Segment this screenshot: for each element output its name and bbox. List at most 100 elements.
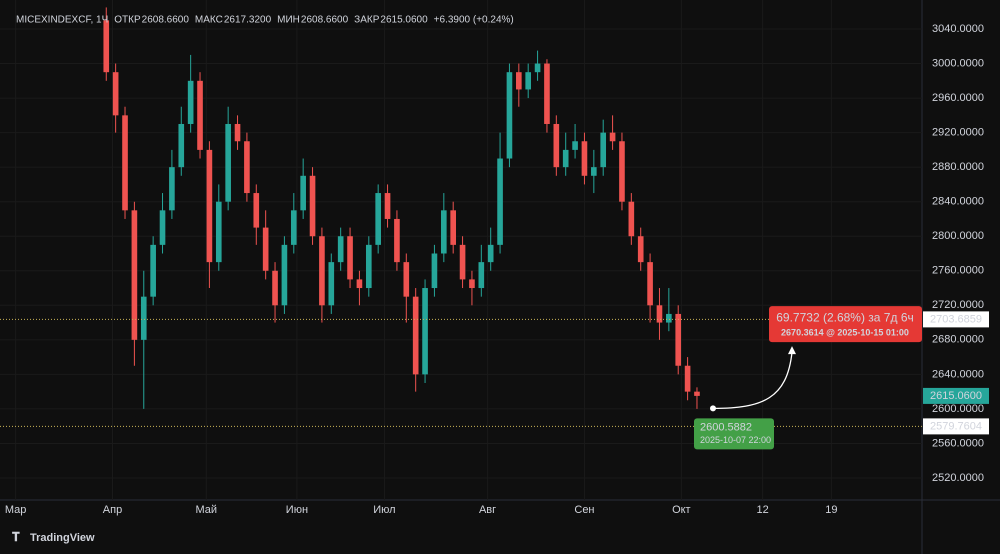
candle-body (544, 63, 550, 124)
x-tick-label: Апр (103, 504, 122, 516)
arrow-head (788, 346, 796, 355)
candle-body (197, 80, 203, 150)
y-tick-label: 2520.0000 (932, 472, 984, 484)
y-tick-label: 2960.0000 (932, 92, 984, 104)
x-tick-label: Сен (574, 504, 594, 516)
to-box (769, 306, 922, 343)
candle-body (562, 149, 569, 168)
x-tick-label: Авг (479, 504, 496, 516)
candle-body (675, 313, 682, 366)
candle-body (112, 72, 119, 116)
x-tick-label: 19 (825, 504, 837, 516)
candle-body (628, 201, 635, 237)
candle-body (253, 193, 260, 228)
candle-body (506, 72, 513, 159)
candle-body (140, 296, 147, 340)
candle-body (244, 141, 250, 194)
candle-body (553, 123, 560, 168)
candle-body (469, 279, 475, 289)
y-tick-label: 2760.0000 (932, 265, 984, 277)
y-tick-label: 2720.0000 (932, 299, 984, 311)
candle-body (328, 262, 335, 306)
price-tag (923, 311, 989, 328)
from-value: 2600.5882 (700, 421, 752, 433)
candle-body (122, 115, 128, 211)
x-tick-label: Май (195, 504, 217, 516)
candle-body (309, 175, 316, 237)
from-time: 2025-10-07 22:00 (700, 435, 771, 445)
candle-body (619, 141, 625, 202)
candle-body (694, 391, 700, 396)
y-tick-label: 2840.0000 (932, 196, 984, 208)
candle-body (478, 262, 485, 289)
candle-body (403, 262, 410, 297)
candle-body (215, 201, 222, 263)
candle-body (375, 193, 381, 245)
y-tick-label: 2920.0000 (932, 127, 984, 139)
candle-body (394, 218, 400, 263)
candle-body (234, 123, 241, 142)
candle-body (609, 132, 616, 142)
candle-body (187, 80, 194, 124)
x-tick-label: 12 (756, 504, 768, 516)
candle-body (440, 210, 447, 254)
candle-body (450, 210, 456, 245)
candle-body (159, 210, 166, 245)
candle-body (581, 141, 588, 176)
candle-body (656, 305, 663, 323)
candle-body (290, 210, 297, 245)
candle-body (337, 236, 344, 263)
to-change: 69.7732 (2.68%) за 7д 6ч (776, 310, 914, 324)
x-tick-label: Июн (286, 504, 308, 516)
y-tick-label: 3000.0000 (932, 57, 984, 69)
candle-body (319, 236, 325, 306)
header-high: 2617.3200 (224, 15, 272, 26)
candle-body (684, 365, 691, 392)
candle-body (431, 253, 438, 289)
to-label: 2670.3614 @ 2025-10-15 01:00 (781, 328, 909, 338)
x-tick-label: Мар (5, 504, 27, 516)
x-tick-label: Окт (672, 504, 691, 516)
header-close: 2615.0600 (380, 15, 428, 26)
candle-body (516, 72, 522, 90)
y-tick-label: 3040.0000 (932, 23, 984, 35)
candle-body (103, 20, 110, 73)
candle-body (384, 193, 391, 219)
candle-body (534, 63, 541, 73)
price-tag-text: 2703.6859 (930, 313, 982, 325)
projection-start (710, 405, 716, 412)
header-open-label: ОТКР (114, 15, 141, 26)
y-tick-label: 2680.0000 (932, 334, 984, 346)
candle-body (487, 244, 494, 263)
y-tick-label: 2800.0000 (932, 230, 984, 242)
header-open: 2608.6600 (142, 15, 190, 26)
x-tick-label: Июл (373, 504, 395, 516)
header-symbol: MICEXINDEXCF, 1Ч (16, 15, 108, 26)
candle-body (356, 279, 363, 289)
candle-body (272, 270, 278, 306)
candle-body (422, 288, 428, 375)
projection-arrow (712, 352, 793, 410)
last-price-text: 2615.0600 (930, 390, 982, 402)
candle-body (647, 262, 653, 306)
price-tag-text: 2579.7604 (930, 420, 982, 432)
candle-body (497, 158, 503, 245)
brand-logo: 𝐓 (12, 530, 20, 544)
candle-body (600, 132, 607, 168)
price-tag (923, 418, 989, 435)
candle-body (262, 227, 269, 271)
candle-body (459, 244, 466, 280)
candle-body (281, 244, 288, 306)
candle-body (347, 236, 353, 280)
candle-body (572, 141, 578, 150)
header-close-label: ЗАКР (354, 15, 380, 26)
last-price-tag (923, 387, 989, 404)
candle-body (150, 244, 156, 297)
candle-body (666, 313, 672, 323)
candle-body (365, 244, 372, 289)
header-change: +6.3900 (+0.24%) (434, 15, 514, 26)
candle-body (169, 167, 175, 211)
candle-body (412, 296, 419, 375)
candle-body (591, 167, 597, 176)
